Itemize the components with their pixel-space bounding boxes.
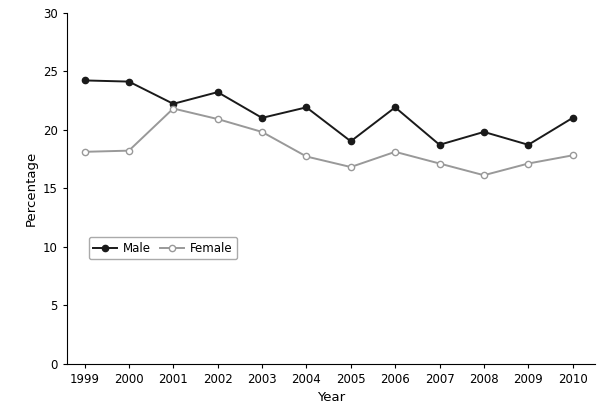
Female <box>480 173 487 178</box>
Male <box>436 142 443 147</box>
Female <box>569 153 576 158</box>
Male <box>81 78 88 83</box>
Female <box>347 165 354 170</box>
Female <box>125 148 132 153</box>
Female <box>524 161 532 166</box>
Male <box>347 139 354 144</box>
Male <box>169 101 177 106</box>
Male <box>392 105 399 110</box>
Female <box>259 130 266 135</box>
Female <box>214 117 222 122</box>
Male <box>259 115 266 120</box>
Female <box>169 106 177 111</box>
Line: Female: Female <box>81 105 576 178</box>
X-axis label: Year: Year <box>317 391 345 404</box>
Male <box>214 89 222 94</box>
Line: Male: Male <box>81 77 576 148</box>
Male <box>569 115 576 120</box>
Y-axis label: Percentage: Percentage <box>24 150 37 226</box>
Male <box>125 79 132 84</box>
Female <box>303 154 310 159</box>
Female <box>436 161 443 166</box>
Female <box>392 149 399 154</box>
Male <box>303 105 310 110</box>
Male <box>524 142 532 147</box>
Legend: Male, Female: Male, Female <box>89 237 237 260</box>
Male <box>480 130 487 135</box>
Female <box>81 149 88 154</box>
